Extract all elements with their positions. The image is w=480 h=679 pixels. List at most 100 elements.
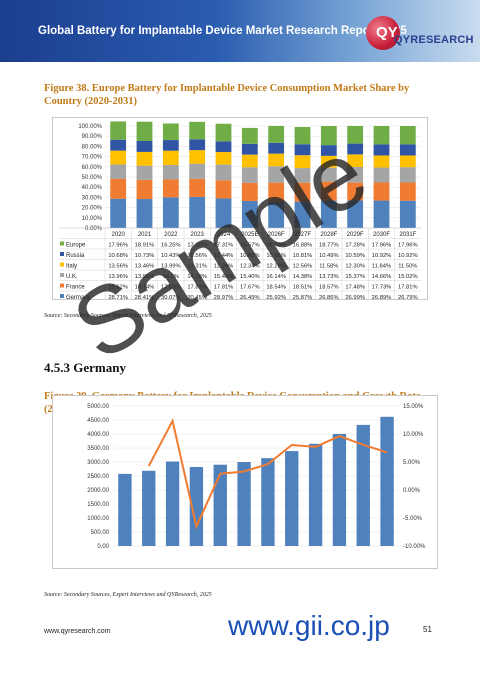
bar-segment: [320, 200, 337, 228]
figure-38-title: Figure 38. Europe Battery for Implantabl…: [44, 83, 410, 107]
bar-segment: [215, 198, 232, 228]
y-tick-label: 2500.00: [87, 474, 109, 480]
legend-label: U.K.: [66, 274, 78, 280]
stacked-bar-chart: 0.00% 10.00% 20.00% 30.00% 40.00% 50.00% 60.00…: [59, 121, 421, 302]
bar-segment: [268, 182, 285, 202]
data-label: 18.74%: [135, 285, 155, 291]
bar-segment: [162, 164, 179, 180]
figure-39-chart: 0.00 500.00 1000.00 1500.00 2000.00 2500.00 30…: [52, 395, 438, 569]
legend-swatch: [60, 283, 64, 288]
y2-tick-label: 10.00%: [403, 432, 424, 438]
bar: [142, 470, 156, 546]
bar-segment: [373, 126, 390, 145]
gii-watermark: www.gii.co.jp: [228, 610, 390, 641]
bar-segment: [110, 164, 127, 179]
bar-segment: [268, 153, 285, 167]
bar-segment: [189, 163, 206, 179]
bar-segment: [215, 152, 232, 165]
bar-segment: [162, 150, 179, 165]
data-label: 28.41%: [135, 295, 155, 299]
bar-segment: [215, 123, 232, 142]
category-label: 2025E: [241, 232, 258, 238]
bar-segment: [399, 167, 416, 183]
data-label: 14.38%: [293, 274, 313, 280]
y-tick-label: 80.00%: [82, 144, 103, 150]
y-tick-label: 1500.00: [87, 502, 109, 508]
bar-segment: [399, 126, 416, 145]
bar-segment: [189, 196, 206, 228]
data-label: 15.57%: [240, 243, 260, 249]
data-label: 17.81%: [187, 285, 207, 291]
category-label: 2020: [111, 232, 125, 238]
bar-segment: [189, 139, 206, 151]
y-tick-label: 90.00%: [82, 134, 103, 140]
y-tick-label: 3000.00: [87, 460, 109, 466]
bar-segment: [162, 179, 179, 198]
bar-segment: [110, 121, 127, 140]
data-label: 26.49%: [240, 295, 260, 299]
bar-segment: [189, 178, 206, 197]
data-label: 11.50%: [398, 264, 417, 270]
bar-segment: [268, 201, 285, 228]
data-label: 17.96%: [108, 243, 128, 249]
bar: [237, 462, 251, 546]
bar: [356, 424, 370, 546]
legend-swatch: [60, 273, 64, 277]
data-label: 10.56%: [187, 253, 207, 259]
logo-mark: QY: [376, 24, 398, 41]
bar-segment: [136, 151, 153, 166]
data-label: 17.81%: [398, 285, 418, 291]
bar: [261, 458, 275, 546]
data-label: 12.56%: [293, 264, 313, 270]
bar-segment: [241, 167, 258, 183]
data-label: 14.78%: [187, 274, 207, 280]
data-label: 10.92%: [398, 253, 418, 259]
data-label: 13.96%: [135, 274, 155, 280]
bar-segment: [241, 127, 258, 144]
bar-line-chart: 0.00 500.00 1000.00 1500.00 2000.00 2500.00 30…: [87, 404, 426, 550]
y-tick-label: 60.00%: [82, 165, 103, 171]
data-label: 18.91%: [135, 243, 155, 249]
category-label: 2021: [138, 232, 152, 238]
footer-url[interactable]: www.qyresearch.com: [44, 628, 111, 635]
bar-segment: [347, 166, 364, 183]
bar-segment: [136, 165, 153, 180]
data-label: 17.81%: [214, 285, 234, 291]
data-label: 13.73%: [319, 274, 339, 280]
data-label: 25.92%: [266, 295, 286, 299]
category-label: 2029F: [347, 232, 364, 238]
data-label: 17.53%: [161, 285, 181, 291]
bar-segment: [399, 155, 416, 168]
data-label: 16.49%: [266, 243, 286, 249]
bar-segment: [399, 144, 416, 156]
data-label: 30.45%: [187, 295, 207, 299]
data-label: 17.67%: [240, 285, 260, 291]
figure-38-source: Source: Secondary Sources, Expert Interv…: [44, 313, 212, 319]
data-label: 17.96%: [398, 243, 418, 249]
data-label: 26.86%: [319, 295, 339, 299]
data-label: 26.99%: [345, 295, 365, 299]
data-label: 28.97%: [214, 295, 234, 299]
data-label: 15.40%: [214, 274, 234, 280]
legend-swatch: [60, 252, 64, 256]
qyresearch-logo: QY QYRESEARCH: [364, 14, 473, 52]
header-banner: Global Battery for Implantable Device Ma…: [0, 0, 480, 62]
bar: [165, 461, 180, 546]
data-label: 10.44%: [214, 253, 234, 259]
data-label: 10.59%: [345, 253, 365, 259]
y-tick-label: 5000.00: [87, 404, 109, 410]
bar-segment: [320, 181, 337, 201]
bar-segment: [373, 144, 390, 156]
y-tick-label: 0.00: [97, 544, 109, 550]
y-tick-label: 70.00%: [82, 155, 103, 161]
data-label: 15.40%: [240, 274, 260, 280]
data-label: 13.56%: [108, 264, 128, 270]
bar-segment: [136, 121, 153, 141]
bar: [380, 416, 394, 546]
bar-segment: [136, 179, 153, 200]
category-label: 2031F: [399, 232, 416, 238]
y-tick-label: 1000.00: [87, 516, 109, 522]
data-label: 17.18%: [187, 243, 207, 249]
legend-label: France: [66, 285, 85, 291]
data-label: 13.46%: [135, 264, 155, 270]
